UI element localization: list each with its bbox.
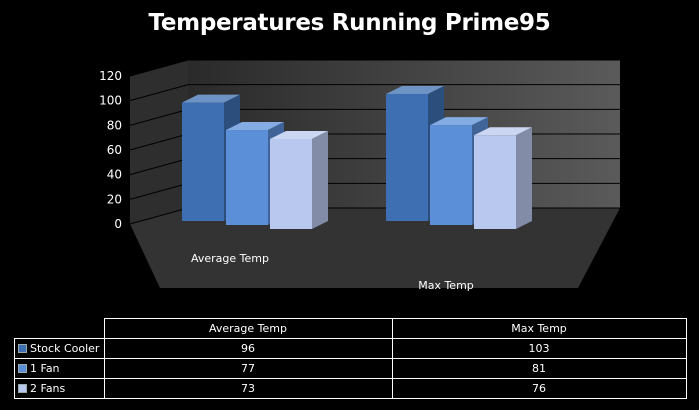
y-tick-label: 60 (107, 143, 122, 157)
bar-side (516, 127, 532, 229)
table-header-row: Average Temp Max Temp (15, 318, 687, 339)
table-row: 1 Fan 77 81 (14, 358, 687, 379)
legend-entry: 1 Fan (14, 358, 105, 379)
bar-top (226, 122, 284, 131)
table-cell: 77 (103, 358, 393, 379)
table-cell: 96 (103, 338, 393, 359)
legend-entry: Stock Cooler (14, 338, 105, 359)
legend-label: 1 Fan (30, 362, 60, 375)
y-tick-label: 0 (114, 217, 122, 231)
table-cell: 76 (391, 378, 687, 399)
bar-front (474, 135, 516, 229)
x-tick-label: Max Temp (418, 279, 474, 292)
legend-key (18, 383, 27, 393)
x-tick-label: Average Temp (191, 252, 269, 265)
y-tick-label: 40 (107, 168, 122, 182)
bar-top (182, 94, 240, 103)
bar-top (270, 130, 328, 139)
bar-front (182, 102, 224, 221)
table-cell: 73 (103, 378, 393, 399)
y-tick-label: 20 (107, 192, 122, 206)
table-row: Stock Cooler 96 103 (14, 338, 687, 359)
y-tick-label: 100 (99, 94, 122, 108)
legend-key (18, 343, 27, 353)
bar (474, 127, 532, 229)
table-cell: 103 (391, 338, 687, 359)
table-cell: 81 (391, 358, 687, 379)
bar-top (430, 117, 488, 126)
legend-entry: 2 Fans (14, 378, 105, 399)
bar (270, 130, 328, 229)
bar-chart-3d: 0 20 40 60 80 100 120 Average Temp Max Temp (99, 59, 620, 292)
table-column-header: Max Temp (391, 318, 687, 339)
x-axis-ticks: Average Temp Max Temp (191, 252, 474, 292)
bar-top (474, 127, 532, 136)
legend-label: 2 Fans (30, 382, 66, 395)
gridline (129, 59, 620, 77)
data-table: Average Temp Max Temp Stock Cooler 96 103 1 … (14, 318, 687, 399)
legend-key (18, 363, 27, 373)
bars (182, 85, 532, 229)
bar-front (430, 125, 472, 225)
y-tick-label: 120 (99, 69, 122, 83)
gridline (129, 84, 620, 102)
bar-front (270, 138, 312, 229)
y-tick-label: 80 (107, 118, 122, 132)
bar-side (312, 130, 328, 229)
y-axis-ticks: 0 20 40 60 80 100 120 (99, 69, 122, 231)
bar-front (226, 130, 268, 225)
table-corner (15, 319, 105, 339)
table-row: 2 Fans 73 76 (14, 378, 687, 399)
chart-title: Temperatures Running Prime95 (148, 10, 551, 36)
bar-front (386, 93, 428, 221)
bar-top (386, 85, 444, 94)
table-column-header: Average Temp (103, 318, 393, 339)
legend-label: Stock Cooler (30, 342, 100, 355)
